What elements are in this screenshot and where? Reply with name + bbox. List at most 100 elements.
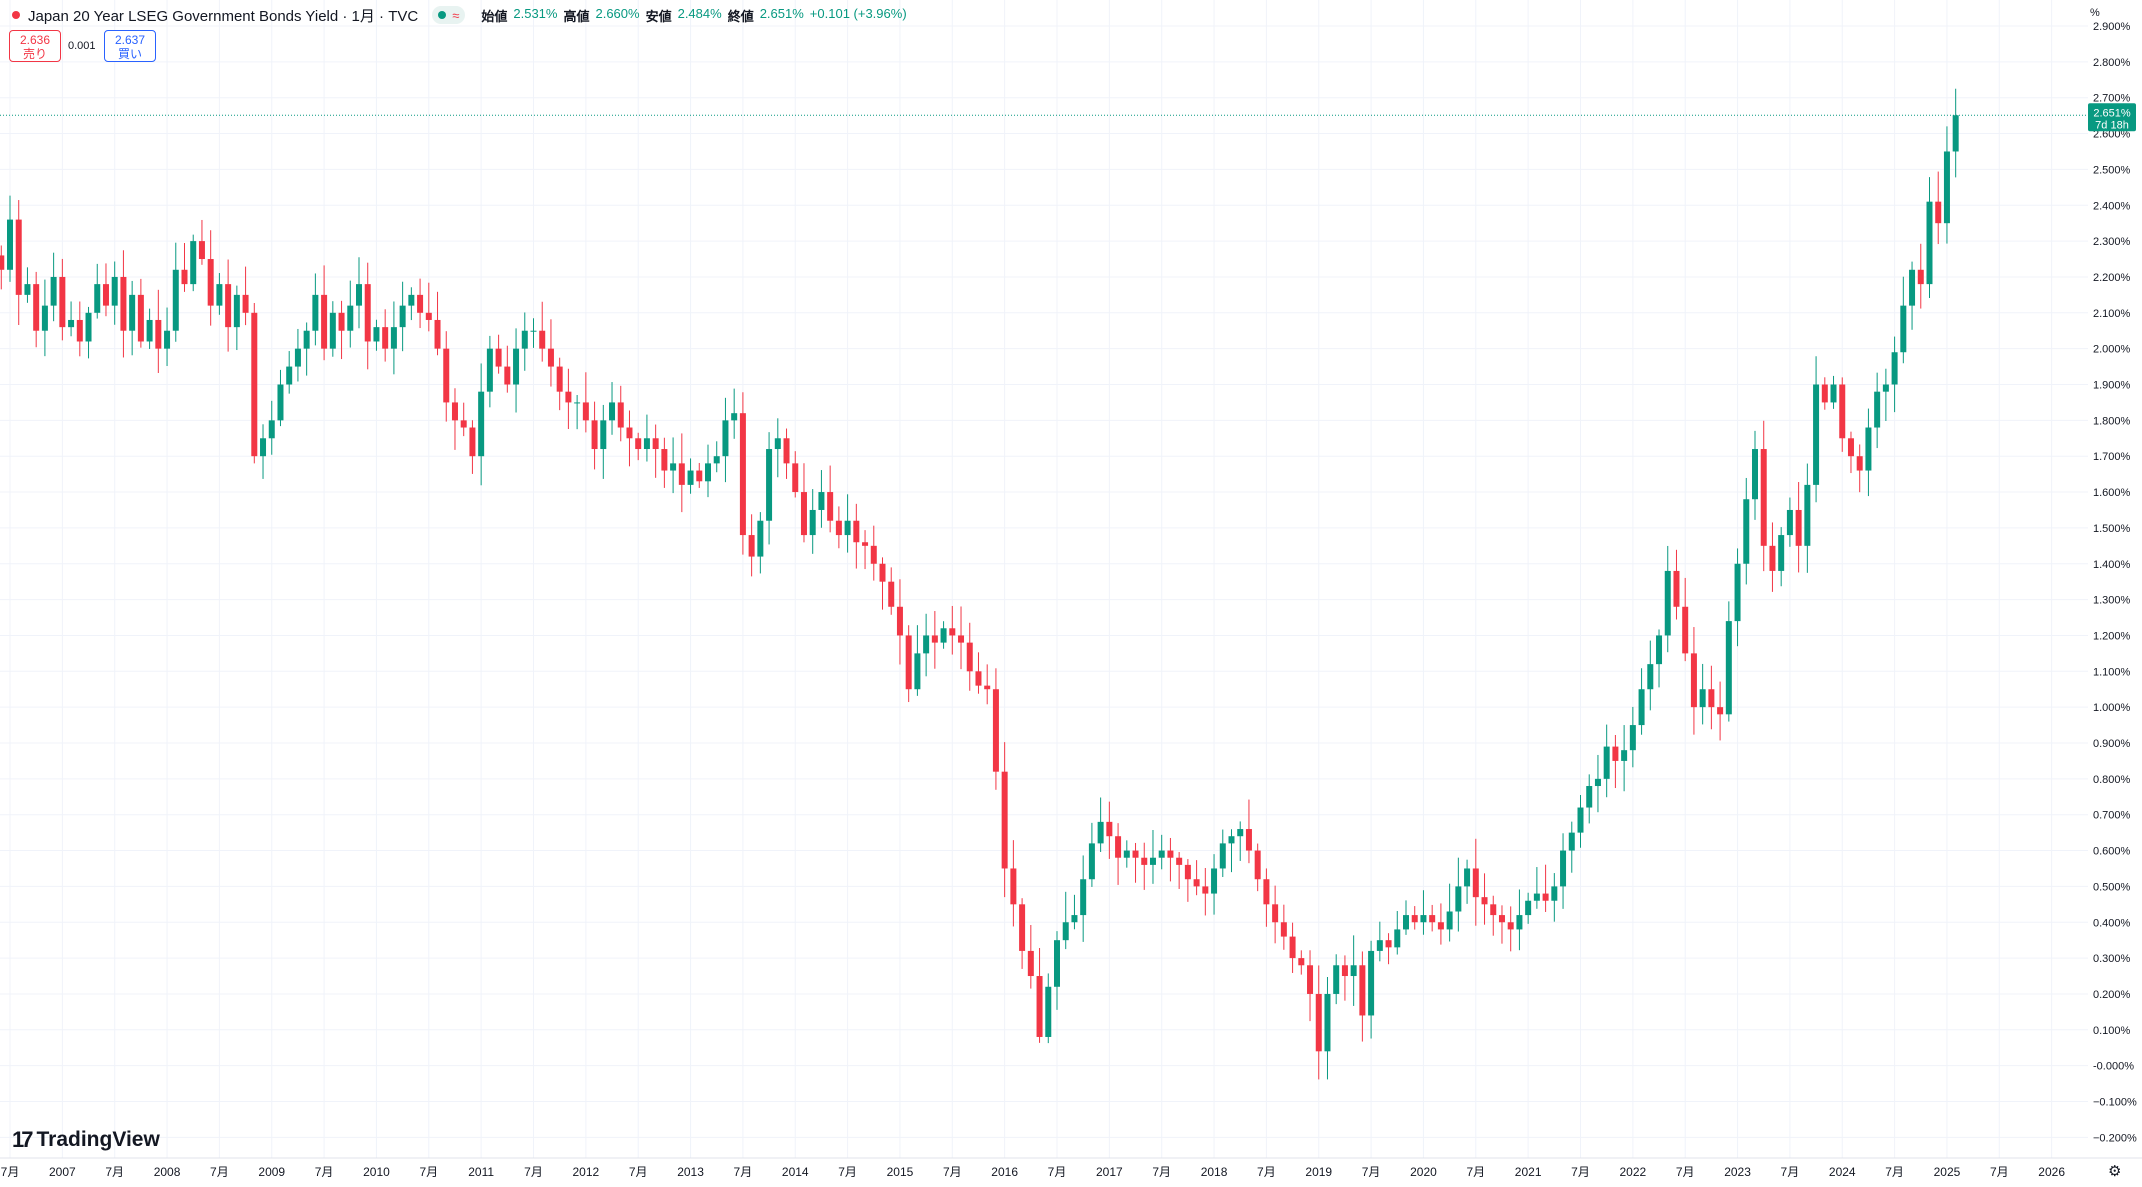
x-tick-label: 7月 <box>734 1165 753 1179</box>
symbol-legend[interactable]: Japan 20 Year LSEG Government Bonds Yiel… <box>12 4 907 26</box>
candle-body <box>1586 786 1593 808</box>
candle-body <box>1952 115 1959 152</box>
candle-body <box>294 348 301 367</box>
candle-body <box>1071 915 1078 923</box>
x-tick-label: 7月 <box>1 1165 20 1179</box>
candle-body <box>1804 484 1811 546</box>
candle-body <box>1429 915 1436 923</box>
candle-body <box>1437 922 1444 930</box>
candle-body <box>992 689 999 772</box>
candle-body <box>713 456 720 464</box>
candle-body <box>1481 897 1488 905</box>
candle-body <box>600 420 607 450</box>
candle-body <box>1647 664 1654 690</box>
candle-body <box>591 420 598 450</box>
y-tick-label: 2.000% <box>2093 344 2131 356</box>
candle-body <box>582 402 589 421</box>
candle-body <box>469 427 476 457</box>
candle-body <box>966 642 973 672</box>
tradingview-logo[interactable]: 17 TradingView <box>12 1127 160 1153</box>
candle-body <box>1411 915 1418 923</box>
candle-body <box>1464 868 1471 887</box>
x-tick-label: 2018 <box>1201 1165 1228 1179</box>
candle-body <box>495 348 502 367</box>
symbol-title[interactable]: Japan 20 Year LSEG Government Bonds Yiel… <box>28 7 419 25</box>
y-tick-label: 1.600% <box>2093 487 2131 499</box>
candle-body <box>321 294 328 349</box>
last-price-tag <box>2088 103 2136 132</box>
candle-body <box>181 269 188 285</box>
candle-body <box>1167 850 1174 858</box>
candle-body <box>1062 922 1069 941</box>
gear-icon[interactable]: ⚙ <box>2108 1163 2122 1180</box>
time-axis[interactable]: 7月 2007 7月 2008 7月 2009 7月 2010 7月 2011 7月 2012 7月 20… <box>1 1165 2066 1179</box>
candle-body <box>417 294 424 313</box>
candle-body <box>731 413 738 421</box>
candle-body <box>1019 904 1026 951</box>
candle-body <box>1115 836 1122 858</box>
candle-body <box>1734 563 1741 622</box>
x-tick-label: 7月 <box>419 1165 438 1179</box>
candle-body <box>399 305 406 328</box>
candle-body <box>1621 750 1628 761</box>
candle-body <box>661 449 668 471</box>
y-tick-label: 2.400% <box>2093 200 2131 212</box>
candle-body <box>1656 635 1663 665</box>
candle-body <box>94 284 101 313</box>
open-label: 始値 <box>481 8 508 24</box>
candle-body <box>1882 384 1889 392</box>
candle-body <box>1385 940 1392 948</box>
candle-body <box>190 241 197 285</box>
candle-body <box>1289 936 1296 959</box>
candle-body <box>225 284 232 328</box>
candle-body <box>617 402 624 428</box>
candle-body <box>1943 151 1950 224</box>
candle-body <box>574 402 581 404</box>
candle-body <box>547 348 554 367</box>
x-tick-label: 2016 <box>991 1165 1018 1179</box>
y-tick-label: 1.500% <box>2093 523 2131 535</box>
candle-body <box>268 420 275 439</box>
price-axis[interactable]: 2.900% 2.800% 2.700% 2.600% 2.500% 2.400% 2.30… <box>2088 21 2137 1144</box>
candle-body <box>905 635 912 690</box>
sell-button[interactable]: 2.636 売り <box>9 30 61 62</box>
candle-body <box>1708 689 1715 708</box>
data-status-badge[interactable]: ≈ <box>432 6 466 24</box>
candle-body <box>914 653 921 690</box>
candle-body <box>835 520 842 536</box>
approx-icon: ≈ <box>452 7 460 23</box>
candle-body <box>1725 621 1732 715</box>
candle-body <box>1350 965 1357 977</box>
candle-body <box>556 366 563 392</box>
y-tick-label: 2.100% <box>2093 308 2131 320</box>
candle-body <box>68 319 75 328</box>
y-tick-label: -0.000% <box>2093 1061 2134 1073</box>
candle-body <box>137 294 144 342</box>
candle-body <box>364 284 371 342</box>
candle-body <box>1507 922 1514 930</box>
candle-body <box>390 327 397 349</box>
x-tick-label: 7月 <box>943 1165 962 1179</box>
candle-body <box>443 348 450 403</box>
candle-body <box>24 284 31 295</box>
candle-body <box>486 348 493 392</box>
candle-body <box>1315 993 1322 1052</box>
x-tick-label: 2011 <box>468 1165 494 1179</box>
buy-label: 買い <box>117 47 142 61</box>
candle-body <box>1307 965 1314 994</box>
candle-body <box>1088 843 1095 880</box>
candle-body <box>888 581 895 607</box>
y-tick-label: 1.000% <box>2093 702 2131 714</box>
candle-body <box>1123 850 1130 858</box>
tradingview-logo-icon: 17 <box>12 1127 34 1152</box>
candle-body <box>1394 929 1401 948</box>
candle-body <box>1045 986 1052 1037</box>
y-tick-label: 2.500% <box>2093 164 2131 176</box>
candle-body <box>1542 893 1549 901</box>
x-tick-label: 2012 <box>572 1165 599 1179</box>
buy-button[interactable]: 2.637 買い <box>104 30 156 62</box>
candle-body <box>129 294 136 331</box>
x-tick-label: 2023 <box>1724 1165 1751 1179</box>
y-tick-label: 0.300% <box>2093 953 2131 965</box>
